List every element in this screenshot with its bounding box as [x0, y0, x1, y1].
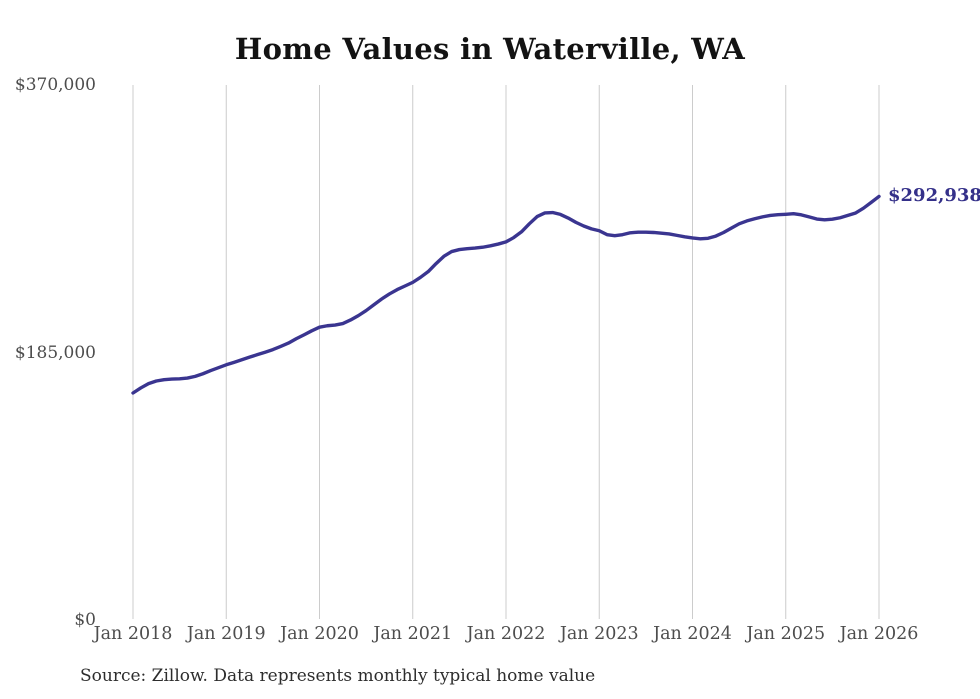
x-axis-tick: Jan 2022	[466, 624, 546, 644]
x-axis-tick: Jan 2025	[746, 624, 826, 644]
y-axis-tick-max: $370,000	[14, 75, 96, 95]
current-value-annotation: $292,938	[888, 185, 980, 207]
source-note: Source: Zillow. Data represents monthly …	[80, 666, 596, 686]
y-axis-tick-mid: $185,000	[14, 342, 96, 363]
x-axis-tick: Jan 2023	[559, 624, 639, 644]
x-axis-tick: Jan 2021	[373, 624, 453, 644]
x-axis-tick: Jan 2024	[653, 624, 732, 644]
chart-title: Home Values in Waterville, WA	[234, 32, 746, 66]
x-axis-tick: Jan 2026	[839, 624, 919, 644]
y-axis-tick-zero: $0	[74, 610, 96, 630]
x-axis-tick: Jan 2018	[93, 624, 173, 644]
x-axis-tick: Jan 2019	[186, 624, 266, 644]
home-value-line	[131, 194, 881, 395]
x-axis-tick: Jan 2020	[280, 624, 359, 644]
